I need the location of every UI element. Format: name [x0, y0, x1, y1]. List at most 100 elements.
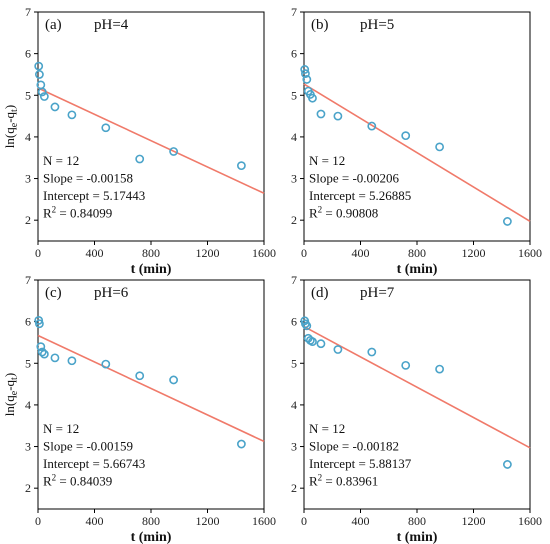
- panel-4-data-point-5: [308, 337, 317, 347]
- panel-3-data-point-8: [135, 371, 145, 381]
- panel-3-data-point-6: [67, 356, 77, 366]
- panel-3-data-point-2: [36, 342, 46, 352]
- panel-2-data-point-11: [502, 217, 512, 226]
- panel-4-y-tick-label-3: 5: [291, 356, 297, 370]
- panel-1-data-point-4: [39, 92, 49, 101]
- chart-panel-4: 0 400 800 1200 1600 2 3 4 5 6 7 t (min) (d) pH=7 N = 1…: [291, 273, 542, 544]
- panel-2-data-point-9: [401, 131, 411, 141]
- chart-panel-1: 0 400 800 1200 1600 2 3 4 5 6 7 t (min) ln(qe-qt) (a)…: [2, 5, 276, 277]
- panel-1-data-point-8: [135, 154, 145, 164]
- panel-1-x-tick-label-0: 0: [35, 246, 41, 260]
- panel-2-x-tick-label-0: 0: [301, 246, 307, 260]
- panel-3-x-tick-label-2: 800: [142, 514, 160, 528]
- panel-4-title: pH=7: [360, 285, 395, 301]
- panel-3-data-point-5: [50, 353, 60, 363]
- panel-2-y-tick-label-5: 7: [291, 5, 297, 19]
- panel-4-x-tick-label-0: 0: [301, 514, 307, 528]
- panel-3-label: (c): [45, 285, 62, 301]
- panel-1-y-tick-label-3: 5: [25, 88, 31, 102]
- panel-2-annotation-intercept: Intercept = 5.26885: [309, 188, 411, 203]
- panel-3-x-tick-label-1: 400: [86, 514, 104, 528]
- panel-2-x-tick-label-3: 1200: [462, 246, 486, 260]
- panel-4-annotation-slope: Slope = -0.00182: [309, 439, 399, 454]
- panel-4-y-tick-label-4: 6: [291, 315, 297, 329]
- panel-2-y-tick-label-1: 3: [291, 172, 297, 186]
- panel-1-data-point-0: [34, 61, 44, 71]
- panel-3-y-tick-label-3: 5: [25, 356, 31, 370]
- panel-1-label: (a): [45, 17, 62, 33]
- panel-1-x-tick-label-3: 1200: [196, 246, 220, 260]
- panel-1-y-tick-label-2: 4: [25, 130, 31, 144]
- panel-4-data-point-6: [316, 339, 326, 349]
- panel-1-y-tick-label-5: 7: [25, 5, 31, 19]
- panel-1-data-point-9: [169, 147, 178, 156]
- panel-3-x-tick-label-4: 1600: [252, 514, 276, 528]
- panel-2-annotation-r2: R2 = 0.90808: [309, 205, 378, 221]
- panel-2-y-tick-label-4: 6: [291, 47, 297, 61]
- panel-3-y-tick-label-0: 2: [25, 481, 31, 495]
- panel-2-label: (b): [311, 17, 329, 33]
- panel-3-y-tick-label-5: 7: [25, 273, 31, 287]
- panel-4-annotation-r2: R2 = 0.83961: [309, 473, 378, 489]
- panel-2-title: pH=5: [360, 17, 394, 33]
- panel-4-y-tick-label-2: 4: [291, 398, 297, 412]
- panel-1-data-point-7: [101, 123, 111, 133]
- panel-4-label: (d): [311, 285, 329, 301]
- panel-4-data-point-2: [302, 321, 312, 331]
- panel-1-y-tick-label-1: 3: [25, 172, 31, 186]
- panel-3-data-point-10: [236, 439, 246, 449]
- panel-3-y-tick-label-1: 3: [25, 440, 31, 454]
- panel-3-x-axis-title: t (min): [131, 530, 172, 544]
- panel-3-annotation-r2: R2 = 0.84039: [43, 473, 112, 489]
- panel-4-annotation-intercept: Intercept = 5.88137: [309, 456, 412, 471]
- panel-3-title: pH=6: [94, 285, 129, 301]
- panel-1-x-tick-label-1: 400: [86, 246, 104, 260]
- panel-2-fit-line: [303, 83, 531, 222]
- panel-2-x-tick-label-4: 1600: [518, 246, 542, 260]
- panel-3-y-tick-label-4: 6: [25, 315, 31, 329]
- panel-3-data-point-0: [34, 315, 44, 325]
- panel-1-data-point-5: [50, 102, 60, 112]
- panel-4-data-point-11: [502, 460, 512, 469]
- panel-2-data-point-6: [316, 109, 326, 119]
- panel-3-fit-line: [37, 334, 265, 443]
- panel-4-x-axis-title: t (min): [397, 530, 438, 544]
- panel-2-y-tick-label-2: 4: [291, 130, 297, 144]
- panel-2-data-point-8: [367, 121, 377, 131]
- panel-4-x-tick-label-2: 800: [408, 514, 426, 528]
- panel-4-y-tick-label-0: 2: [291, 481, 297, 495]
- panel-1-fit-line: [37, 87, 265, 194]
- chart-panel-2: 0 400 800 1200 1600 2 3 4 5 6 7 t (min) (b) pH=5 N = 1…: [291, 5, 542, 277]
- panel-2-data-point-5: [308, 93, 317, 103]
- panel-3-data-point-7: [101, 359, 111, 369]
- panel-1-annotation-r2: R2 = 0.84099: [43, 205, 112, 221]
- panel-2-data-point-2: [302, 75, 312, 84]
- panel-1-title: pH=4: [94, 17, 129, 33]
- panel-4-y-tick-label-1: 3: [291, 440, 297, 454]
- panel-2-data-point-0: [300, 65, 310, 74]
- panel-4-x-tick-label-3: 1200: [462, 514, 486, 528]
- panel-1-data-point-3: [37, 87, 47, 97]
- panel-4-x-tick-label-4: 1600: [518, 514, 542, 528]
- panel-1-y-axis-title: ln(qe-qt): [2, 105, 20, 148]
- panel-4-y-tick-label-5: 7: [291, 273, 297, 287]
- panel-4-data-point-8: [367, 347, 377, 357]
- panel-3-data-point-3: [37, 347, 47, 357]
- panel-1-data-point-10: [236, 161, 246, 171]
- panel-4-annotation-n: N = 12: [309, 421, 345, 436]
- panel-1-data-point-1: [35, 70, 44, 79]
- panel-2-x-axis-title: t (min): [397, 262, 438, 277]
- panel-4-data-point-9: [401, 360, 411, 370]
- panel-2-data-point-7: [333, 111, 343, 121]
- panel-2-y-tick-label-0: 2: [291, 213, 297, 227]
- panel-4-data-point-10: [435, 364, 444, 374]
- panel-2-annotation-n: N = 12: [309, 153, 345, 168]
- panel-2-data-point-10: [435, 142, 444, 152]
- panel-1-y-tick-label-4: 6: [25, 47, 31, 61]
- panel-1-x-axis-title: t (min): [131, 262, 172, 277]
- panel-3-annotation-intercept: Intercept = 5.66743: [43, 456, 145, 471]
- panel-4-x-tick-label-1: 400: [352, 514, 370, 528]
- panel-3-y-axis-title: ln(qe-qt): [2, 373, 20, 416]
- panel-4-fit-line: [303, 325, 531, 449]
